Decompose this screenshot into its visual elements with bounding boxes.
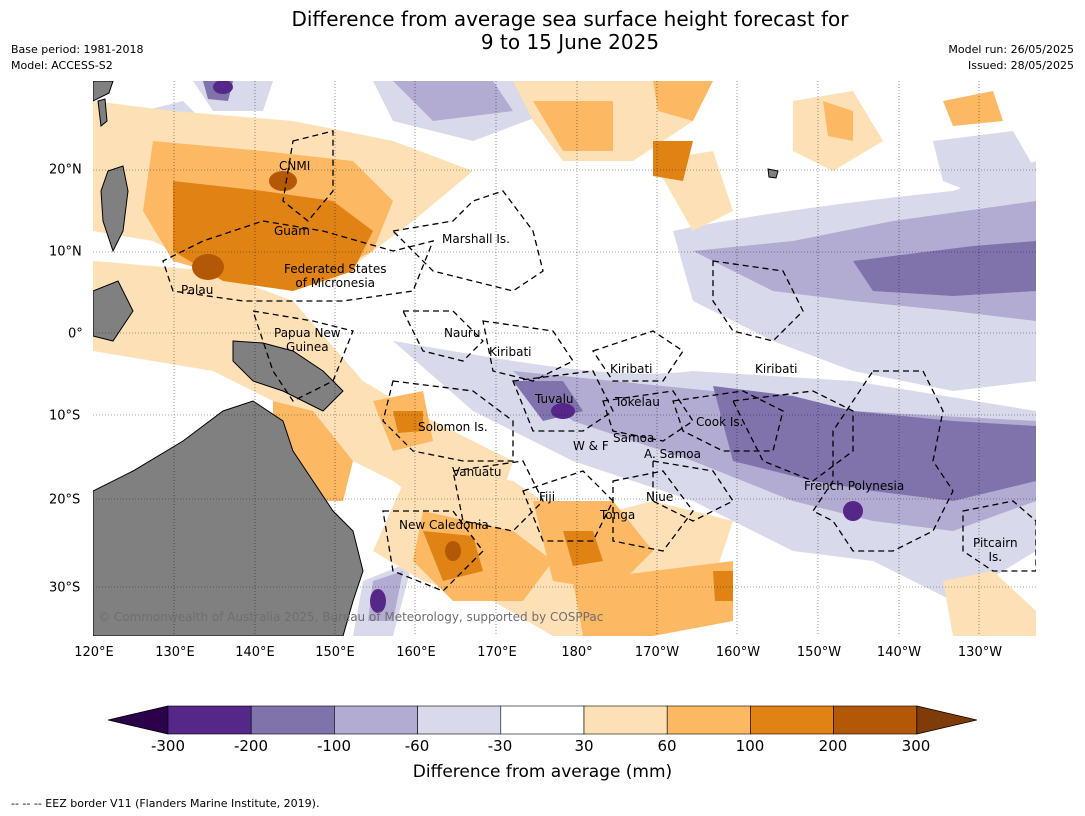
place-label-wf: W & F	[573, 439, 609, 453]
colorbar-tick-300: 300	[901, 737, 931, 755]
fsm-line-1: Federated States	[284, 262, 387, 276]
place-label-new-caledonia: New Caledonia	[399, 518, 489, 532]
place-label-niue: Niue	[646, 490, 674, 504]
title-line-2: 9 to 15 June 2025	[480, 30, 660, 54]
colorbar-tick-neg200: -200	[233, 737, 269, 755]
colorbar-swatch	[500, 705, 585, 735]
place-label-nauru: Nauru	[444, 326, 481, 340]
lon-label-160e: 160°E	[396, 645, 436, 660]
lon-label-140w: 140°W	[876, 645, 922, 660]
japan-landmass	[93, 81, 114, 102]
colorbar-swatch	[250, 705, 335, 735]
eez-footnote: -- -- -- EEZ border V11 (Flanders Marine…	[11, 797, 320, 810]
lat-label-20n: 20°N	[49, 162, 82, 178]
philippines-landmass	[100, 165, 129, 253]
colorbar-extend-high	[916, 705, 977, 735]
pitcairn-line-1: Pitcairn	[973, 536, 1018, 550]
place-label-png: Papua New Guinea	[274, 326, 341, 354]
base-period-info: Base period: 1981-2018 Model: ACCESS-S2	[11, 42, 143, 74]
place-label-tonga: Tonga	[600, 508, 636, 522]
issued-date: Issued: 28/05/2025	[967, 59, 1074, 72]
place-label-fsm: Federated States of Micronesia	[284, 262, 386, 290]
model-run-info: Model run: 26/05/2025 Issued: 28/05/2025	[948, 42, 1074, 74]
colorbar-tick-neg60: -60	[404, 737, 430, 755]
pitcairn-line-2: Is.	[988, 550, 1003, 564]
colorbar-swatches	[108, 705, 977, 735]
place-label-pitcairn: Pitcairn Is.	[973, 536, 1018, 564]
lon-label-150w: 150°W	[796, 645, 842, 660]
hawaii-landmass	[767, 168, 779, 179]
colorbar-swatch	[666, 705, 751, 735]
colorbar-swatch	[750, 705, 834, 735]
borneo-landmass	[93, 280, 134, 342]
place-label-tokelau: Tokelau	[615, 395, 660, 409]
colorbar-tick-neg300: -300	[150, 737, 186, 755]
lon-label-150e: 150°E	[315, 645, 355, 660]
lon-label-130e: 130°E	[155, 645, 195, 660]
lat-label-0: 0°	[68, 326, 83, 342]
png-line-2: Guinea	[286, 340, 329, 354]
model-name: Model: ACCESS-S2	[11, 59, 113, 72]
place-label-asamoa: A. Samoa	[644, 447, 701, 461]
map-graphics	[93, 81, 1036, 636]
colorbar-swatch	[833, 705, 918, 735]
lon-label-180: 180°	[561, 645, 593, 660]
colorbar-swatch	[417, 705, 502, 735]
lon-label-130w: 130°W	[957, 645, 1003, 660]
colorbar-swatch	[167, 705, 252, 735]
graticule	[93, 81, 1036, 636]
title-line-1: Difference from average sea surface heig…	[291, 7, 849, 31]
fsm-line-2: of Micronesia	[295, 276, 376, 290]
colorbar-tick-60: 60	[657, 737, 677, 755]
place-label-marshall: Marshall Is.	[442, 232, 510, 246]
lat-label-10n: 10°N	[49, 244, 82, 260]
australia-landmass	[93, 400, 364, 636]
sea-level-map: CNMI Guam Marshall Is. Federated States …	[93, 81, 1036, 636]
colorbar-swatch	[334, 705, 418, 735]
colorbar-tick-100: 100	[735, 737, 765, 755]
colorbar-extend-low	[108, 705, 169, 735]
place-label-fiji: Fiji	[539, 490, 556, 504]
lon-label-170e: 170°E	[477, 645, 517, 660]
lat-label-10s: 10°S	[49, 408, 81, 424]
place-label-palau: Palau	[181, 283, 214, 297]
place-label-kiribati-west: Kiribati	[489, 345, 532, 359]
colorbar-tick-neg30: -30	[487, 737, 513, 755]
place-label-kiribati-east: Kiribati	[755, 362, 798, 376]
lat-label-30s: 30°S	[49, 580, 81, 596]
place-label-cnmi: CNMI	[279, 159, 311, 173]
base-period: Base period: 1981-2018	[11, 43, 144, 56]
colorbar-swatch	[583, 705, 668, 735]
colorbar-tick-neg100: -100	[316, 737, 352, 755]
lon-label-160w: 160°W	[715, 645, 761, 660]
place-label-tuvalu: Tuvalu	[535, 392, 574, 406]
place-label-samoa: Samoa	[613, 431, 655, 445]
lon-label-170w: 170°W	[634, 645, 680, 660]
new-guinea-landmass	[232, 340, 344, 412]
lon-label-120e: 120°E	[74, 645, 114, 660]
png-line-1: Papua New	[274, 326, 341, 340]
copyright-notice: © Commonwealth of Australia 2025, Bureau…	[98, 610, 604, 624]
map-title: Difference from average sea surface heig…	[0, 8, 1085, 54]
place-label-vanuatu: Vanuatu	[452, 465, 502, 479]
eez-borders	[162, 130, 1036, 592]
extreme-positive-areas	[192, 171, 461, 561]
colorbar-tick-30: 30	[574, 737, 594, 755]
taiwan-landmass	[97, 98, 108, 127]
lon-label-140e: 140°E	[235, 645, 275, 660]
extreme-negative-areas	[213, 81, 863, 613]
place-label-guam: Guam	[274, 224, 310, 238]
place-label-french-polynesia: French Polynesia	[804, 479, 905, 493]
land-areas	[93, 81, 779, 636]
place-label-solomon: Solomon Is.	[418, 420, 488, 434]
colorbar	[108, 705, 977, 735]
colorbar-tick-200: 200	[818, 737, 848, 755]
place-label-kiribati-central: Kiribati	[610, 362, 653, 376]
colorbar-title: Difference from average (mm)	[412, 762, 673, 782]
model-run: Model run: 26/05/2025	[948, 43, 1074, 56]
lat-label-20s: 20°S	[49, 492, 81, 508]
place-label-cook: Cook Is.	[696, 415, 744, 429]
